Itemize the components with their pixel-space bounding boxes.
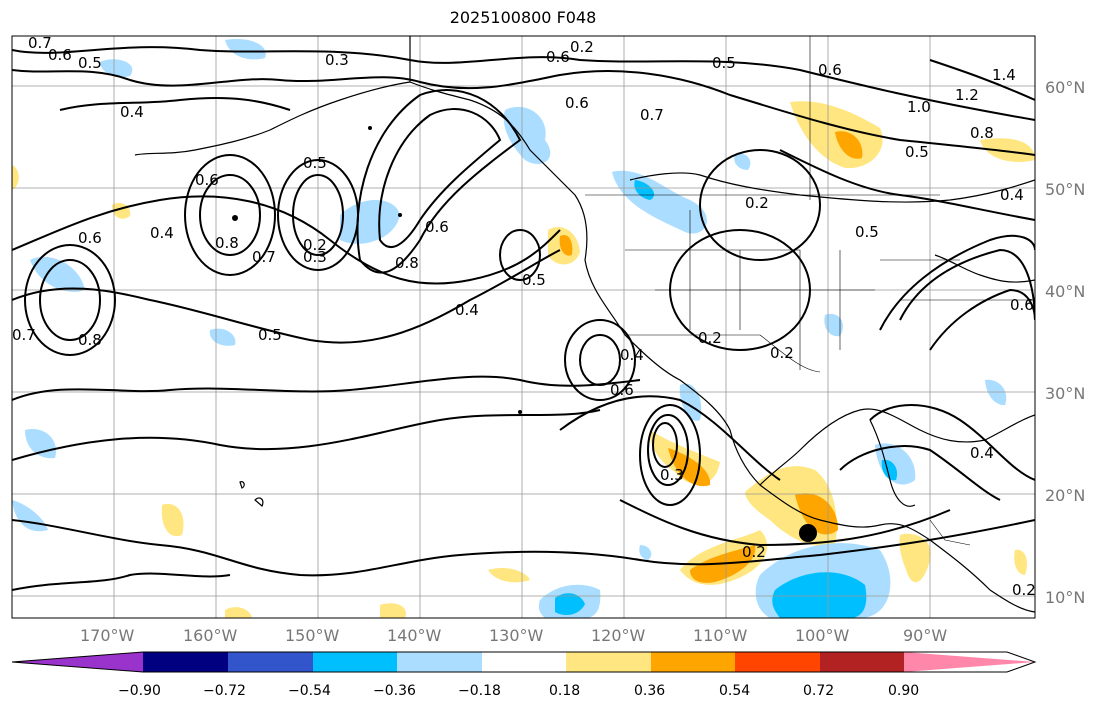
contour-label: 1.4 <box>992 66 1016 84</box>
colorbar-tick: −0.90 <box>118 683 161 699</box>
contour-labels: 0.7 0.6 0.5 0.4 0.3 0.2 0.6 0.5 0.7 0.6 … <box>12 34 1036 599</box>
contours <box>12 46 1035 591</box>
plot-frame <box>11 35 1036 619</box>
contour-label: 0.6 <box>818 61 842 79</box>
lat-label: 60°N <box>1045 78 1086 97</box>
lat-label: 20°N <box>1045 486 1086 505</box>
colorbar-tick: −0.18 <box>458 683 501 699</box>
contour-label: 0.3 <box>325 51 349 69</box>
lon-label: 140°W <box>387 626 442 645</box>
contour-label: 0.7 <box>252 248 276 266</box>
contour-label: 0.2 <box>770 344 794 362</box>
contour-label: 0.6 <box>565 94 589 112</box>
contour-label: 0.5 <box>905 143 929 161</box>
colorbar-segment <box>482 652 566 672</box>
colorbar-segment <box>735 652 820 672</box>
lon-label: 170°W <box>80 626 135 645</box>
map-plot: 0.7 0.6 0.5 0.4 0.3 0.2 0.6 0.5 0.7 0.6 … <box>11 34 1036 619</box>
contour-label: 0.6 <box>610 381 634 399</box>
contour-label: 0.3 <box>660 466 684 484</box>
lon-label: 150°W <box>285 626 340 645</box>
contour-label: 0.2 <box>1012 581 1036 599</box>
contour-label: 0.7 <box>28 34 52 52</box>
colorbar-segments <box>12 652 1035 672</box>
contour-label: 0.2 <box>570 38 594 56</box>
contour-label: 0.4 <box>150 224 174 242</box>
lon-label: 160°W <box>183 626 238 645</box>
islands <box>232 126 817 542</box>
contour-label: 0.6 <box>1010 296 1034 314</box>
contour-label: 0.6 <box>195 171 219 189</box>
colorbar-segment <box>651 652 735 672</box>
colorbar <box>11 651 1037 673</box>
lat-label: 50°N <box>1045 180 1086 199</box>
colorbar-segment <box>904 652 1035 672</box>
colorbar-tick: −0.72 <box>203 683 246 699</box>
colorbar-segment <box>397 652 482 672</box>
contour-label: 0.8 <box>78 331 102 349</box>
contour-label: 1.0 <box>907 98 931 116</box>
map-title: 2025100800 F048 <box>449 8 597 27</box>
contour-label: 0.5 <box>855 223 879 241</box>
contour-label: 0.4 <box>970 444 994 462</box>
colorbar-tick: 0.72 <box>803 683 835 699</box>
contour-label: 0.4 <box>455 301 479 319</box>
contour-label: 0.5 <box>522 271 546 289</box>
colorbar-tick: 0.54 <box>719 683 751 699</box>
colorbar-segment <box>313 652 397 672</box>
borders <box>585 36 1035 546</box>
colorbar-tick: 0.36 <box>634 683 666 699</box>
contour-label: 0.8 <box>215 234 239 252</box>
contour-label: 0.8 <box>395 254 419 272</box>
colorbar-tick: −0.54 <box>288 683 331 699</box>
colorbar-segment <box>12 652 143 672</box>
contour-label: 0.2 <box>303 236 327 254</box>
contour-label: 0.6 <box>78 229 102 247</box>
colorbar-tick: −0.36 <box>373 683 416 699</box>
contour-label: 0.7 <box>640 106 664 124</box>
contour-label: 0.6 <box>425 218 449 236</box>
contour-label: 0.5 <box>712 54 736 72</box>
lon-label: 120°W <box>591 626 646 645</box>
lon-label: 130°W <box>489 626 544 645</box>
contour-label: 0.5 <box>258 326 282 344</box>
contour-label: 0.4 <box>120 103 144 121</box>
colorbar-tick: 0.90 <box>888 683 920 699</box>
contour-label: 0.4 <box>620 346 644 364</box>
contour-label: 0.5 <box>303 154 327 172</box>
lon-label: 110°W <box>693 626 748 645</box>
contour-label: 0.3 <box>303 248 327 266</box>
contour-label: 0.5 <box>78 54 102 72</box>
contour-label: 0.2 <box>742 543 766 561</box>
colorbar-tick: 0.18 <box>549 683 581 699</box>
contour-label: 0.8 <box>970 124 994 142</box>
colorbar-segment <box>820 652 904 672</box>
lat-label: 10°N <box>1045 588 1086 607</box>
contour-label: 0.4 <box>1000 186 1024 204</box>
lat-label: 30°N <box>1045 384 1086 403</box>
contour-label: 0.6 <box>546 48 570 66</box>
colorbar-segment <box>566 652 651 672</box>
colorbar-segment <box>228 652 313 672</box>
contour-label: 1.2 <box>955 86 979 104</box>
lat-label: 40°N <box>1045 282 1086 301</box>
contour-label: 0.2 <box>698 329 722 347</box>
lon-label: 90°W <box>903 626 948 645</box>
contour-label: 0.2 <box>745 194 769 212</box>
colorbar-segment <box>143 652 228 672</box>
lon-label: 100°W <box>795 626 850 645</box>
contour-label: 0.7 <box>12 326 36 344</box>
contour-label: 0.6 <box>48 46 72 64</box>
